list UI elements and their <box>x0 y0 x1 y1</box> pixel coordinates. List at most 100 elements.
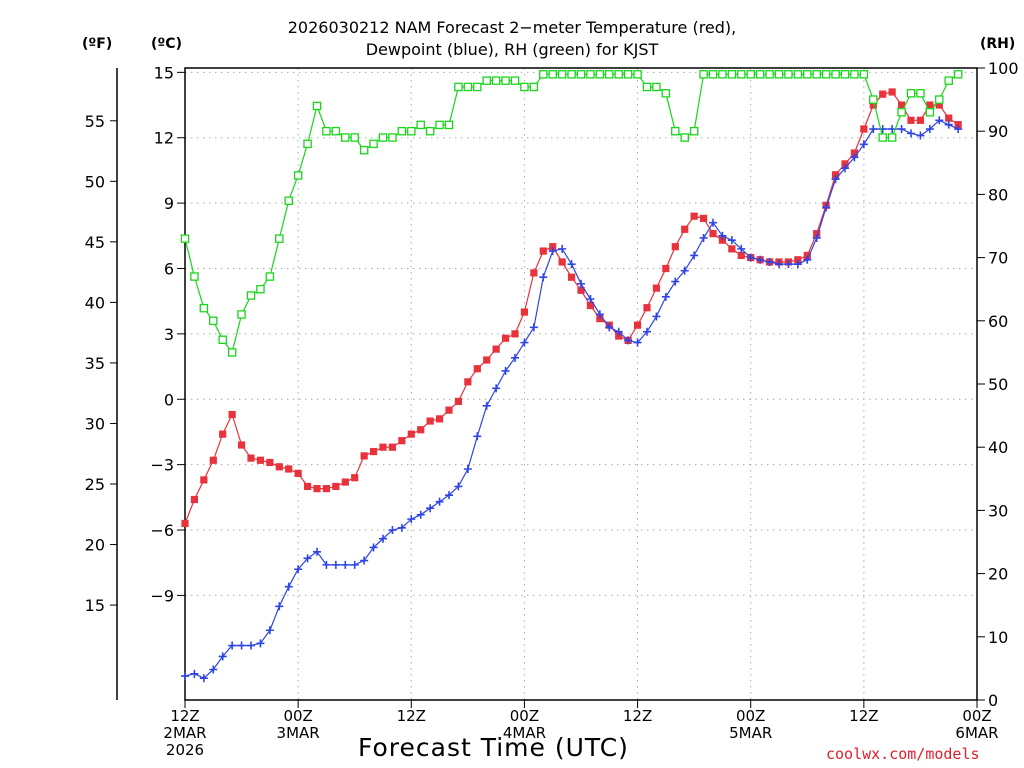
time-tick-label: 12Z <box>849 707 878 725</box>
dewpoint-point <box>586 295 595 304</box>
rh-point <box>850 70 859 79</box>
rh-point <box>765 70 774 79</box>
rh-point <box>680 133 689 142</box>
temperature-point <box>492 345 500 353</box>
rh-tick-label: 60 <box>988 312 1008 331</box>
rh-tick-label: 40 <box>988 438 1008 457</box>
rh-point <box>350 133 359 142</box>
temperature-point <box>615 332 623 340</box>
temperature-point <box>228 410 236 419</box>
rh-point <box>916 89 925 98</box>
rh-point <box>586 70 595 79</box>
rh-point <box>661 89 671 98</box>
dewpoint-point <box>294 565 303 574</box>
rh-point <box>633 70 642 79</box>
rh-point <box>831 70 840 79</box>
rh-point <box>265 272 275 281</box>
rh-point <box>473 82 482 92</box>
series-temperature <box>181 88 962 528</box>
credit-link[interactable]: coolwx.com/models <box>826 745 980 763</box>
rh-point <box>642 82 652 92</box>
dewpoint-point <box>426 504 435 513</box>
dewpoint-point <box>256 639 265 648</box>
rh-tick-label: 100 <box>988 59 1019 78</box>
rh-point <box>425 126 435 136</box>
rh-point <box>708 70 718 79</box>
temperature-point <box>303 482 312 491</box>
dewpoint-point <box>397 523 406 532</box>
rh-point <box>237 310 246 319</box>
temperature-point <box>596 315 604 323</box>
dewpoint-point <box>812 233 821 242</box>
dewpoint-point <box>520 338 529 347</box>
temperature-point <box>850 149 859 157</box>
dewpoint-point <box>199 674 208 683</box>
dewpoint-point <box>831 175 840 184</box>
temperature-point <box>945 114 953 122</box>
dewpoint-point <box>756 255 765 264</box>
rh-point <box>925 107 935 117</box>
fahrenheit-tick-label: 25 <box>85 475 105 494</box>
temperature-point <box>266 458 274 467</box>
celsius-tick-label: 12 <box>154 129 174 148</box>
rh-point <box>746 70 755 79</box>
temperature-point <box>671 243 679 251</box>
dewpoint-point <box>869 125 878 134</box>
temperature-point <box>954 121 962 129</box>
temperature-point <box>332 482 340 491</box>
dewpoint-point <box>284 582 293 591</box>
temperature-point <box>369 447 378 456</box>
rh-tick-label: 80 <box>988 185 1008 204</box>
rh-point <box>303 139 312 149</box>
dewpoint-point <box>265 626 274 635</box>
series-dewpoint <box>181 116 963 683</box>
temperature-point <box>209 456 217 464</box>
temperature-point <box>200 476 208 484</box>
temperature-point <box>869 101 877 109</box>
celsius-tick-label: 0 <box>164 390 174 409</box>
dewpoint-point <box>954 125 963 134</box>
rh-point <box>935 95 944 104</box>
time-tick-label: 00Z <box>736 707 765 725</box>
grid-lines <box>184 68 978 700</box>
rh-point <box>737 70 746 79</box>
dewpoint-point <box>671 277 680 286</box>
time-tick-label: 5MAR <box>729 724 772 742</box>
temperature-point <box>483 356 491 364</box>
celsius-tick-label: −6 <box>150 521 174 540</box>
temperature-point <box>398 437 406 445</box>
rh-point <box>774 70 784 79</box>
rh-point <box>407 126 416 136</box>
rh-tick-label: 0 <box>988 691 998 710</box>
dewpoint-point <box>435 497 444 506</box>
fahrenheit-tick-label: 15 <box>85 596 105 615</box>
dewpoint-point <box>218 652 227 661</box>
dewpoint-point <box>181 672 189 681</box>
temperature-point <box>567 273 576 281</box>
rh-tick-label: 20 <box>988 565 1008 584</box>
dewpoint-point <box>209 665 218 674</box>
temperature-point <box>643 304 651 312</box>
dewpoint-line <box>184 119 959 679</box>
temperature-point <box>794 256 802 264</box>
dewpoint-point <box>643 327 651 336</box>
celsius-tick-label: −9 <box>150 586 174 605</box>
temperature-point <box>586 301 595 310</box>
celsius-tick-label: 9 <box>164 194 174 213</box>
fahrenheit-tick-label: 55 <box>85 112 105 131</box>
dewpoint-point <box>511 353 519 362</box>
fahrenheit-tick-label: 50 <box>85 172 105 191</box>
rh-point <box>784 70 793 79</box>
dewpoint-point <box>897 125 906 134</box>
temperature-point <box>699 214 708 222</box>
rh-point <box>209 316 218 326</box>
rh-point <box>227 348 237 357</box>
time-tick-label: 00Z <box>283 707 312 725</box>
dewpoint-point <box>699 233 708 242</box>
dewpoint-point <box>416 510 425 519</box>
dewpoint-point <box>859 140 868 149</box>
temperature-point <box>322 485 331 493</box>
rh-point <box>755 70 765 79</box>
dewpoint-point <box>313 547 321 556</box>
dewpoint-point <box>275 602 284 611</box>
